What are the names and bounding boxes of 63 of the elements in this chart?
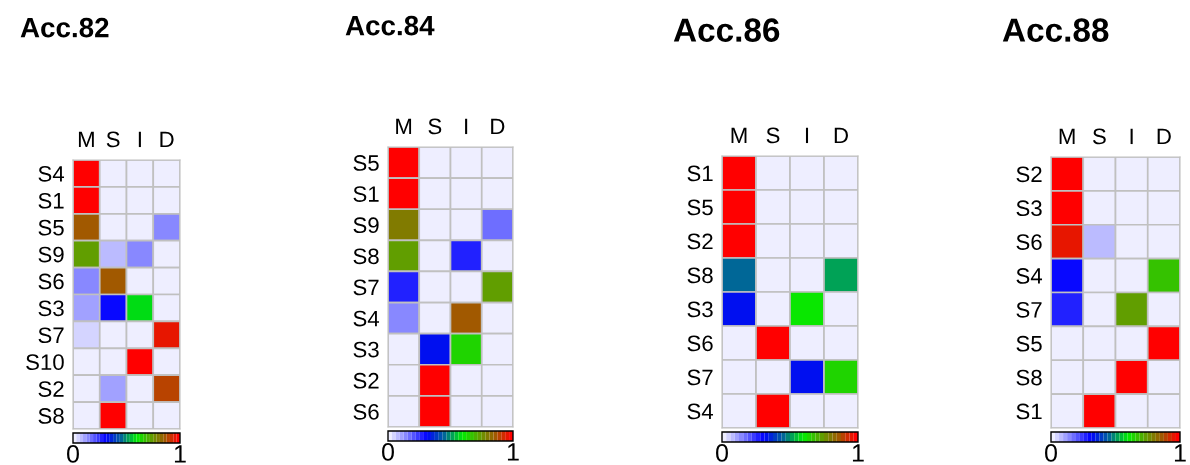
y-tick-label: S8 bbox=[353, 248, 379, 265]
y-tick-label: S1 bbox=[1016, 403, 1042, 420]
y-tick-label: S7 bbox=[353, 279, 379, 296]
x-tick-label: M bbox=[731, 127, 747, 144]
y-tick-label: S4 bbox=[38, 165, 65, 182]
color-bar-label: 0 bbox=[67, 445, 79, 463]
y-tick-label: S4 bbox=[353, 310, 380, 327]
y-tick-label: S9 bbox=[38, 246, 64, 263]
x-tick-label: S bbox=[766, 127, 780, 144]
x-tick-label: D bbox=[160, 131, 174, 148]
color-bar-label: 0 bbox=[1045, 444, 1057, 462]
y-tick-label: S2 bbox=[687, 233, 713, 250]
x-tick-label: D bbox=[1157, 128, 1171, 145]
color-bar-label: 1 bbox=[174, 445, 186, 463]
y-tick-label: S8 bbox=[687, 267, 713, 284]
y-tick-label: S2 bbox=[353, 372, 379, 389]
chart-title: Acc.88 bbox=[1002, 18, 1109, 42]
y-tick-label: S3 bbox=[1016, 200, 1042, 217]
color-bar-label: 0 bbox=[716, 444, 728, 462]
y-tick-label: S7 bbox=[687, 369, 713, 386]
y-tick-label: S3 bbox=[38, 300, 64, 317]
x-tick-label: S bbox=[1092, 128, 1106, 145]
y-tick-label: S10 bbox=[26, 354, 64, 371]
color-bar-label: 0 bbox=[382, 443, 394, 461]
x-tick-label: S bbox=[106, 131, 120, 148]
x-tick-label: S bbox=[428, 118, 442, 135]
y-tick-label: S3 bbox=[687, 301, 713, 318]
x-tick-label: D bbox=[491, 118, 505, 135]
y-tick-label: S2 bbox=[1016, 166, 1042, 183]
y-tick-label: S5 bbox=[38, 219, 64, 236]
y-tick-label: S8 bbox=[38, 408, 64, 424]
color-bar-label: 1 bbox=[852, 444, 864, 462]
y-tick-label: S1 bbox=[38, 192, 64, 209]
color-bar-label: 1 bbox=[1174, 444, 1186, 462]
y-tick-label: S6 bbox=[687, 335, 713, 352]
y-tick-label: S5 bbox=[687, 199, 713, 216]
x-tick-label: I bbox=[1130, 128, 1133, 145]
y-tick-label: S4 bbox=[1016, 268, 1043, 284]
y-tick-label: S6 bbox=[1016, 234, 1042, 250]
x-tick-label: M bbox=[396, 118, 412, 135]
y-tick-label: S6 bbox=[38, 273, 64, 290]
y-tick-label: S2 bbox=[38, 381, 64, 397]
x-tick-label: I bbox=[465, 118, 468, 135]
x-tick-label: D bbox=[834, 127, 848, 144]
chart-title: Acc.82 bbox=[20, 17, 109, 38]
x-tick-label: I bbox=[138, 131, 141, 148]
y-tick-label: S1 bbox=[687, 165, 713, 182]
y-tick-label: S1 bbox=[353, 186, 379, 202]
y-tick-label: S5 bbox=[1016, 335, 1042, 352]
chart-title: Acc.86 bbox=[673, 18, 780, 42]
x-tick-label: M bbox=[78, 131, 94, 148]
color-bar-label: 1 bbox=[507, 443, 519, 461]
y-tick-label: S7 bbox=[38, 327, 64, 344]
y-tick-label: S8 bbox=[1016, 369, 1042, 386]
y-tick-label: S4 bbox=[687, 403, 714, 420]
x-tick-label: I bbox=[805, 127, 809, 144]
y-tick-label: S3 bbox=[353, 341, 379, 358]
x-tick-label: M bbox=[1059, 128, 1075, 145]
y-tick-label: S7 bbox=[1016, 301, 1042, 318]
y-tick-label: S6 bbox=[353, 403, 379, 420]
chart-title: Acc.84 bbox=[345, 15, 435, 36]
y-tick-label: S9 bbox=[353, 217, 379, 234]
y-tick-label: S5 bbox=[353, 155, 379, 171]
